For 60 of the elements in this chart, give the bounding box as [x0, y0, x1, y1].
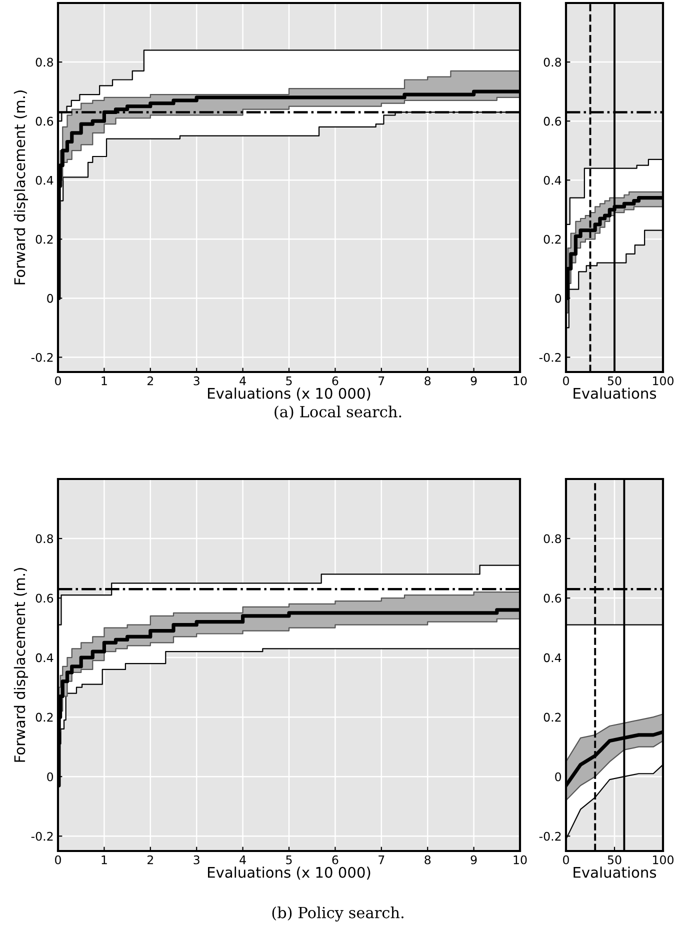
y-tick-label: 0.2	[36, 712, 53, 722]
y-tick-label: 0.8	[36, 58, 54, 67]
x-tick-label: 0	[55, 376, 61, 386]
x-tick-label: 6	[332, 376, 338, 386]
y-tick-label: -0.2	[539, 832, 561, 841]
y-tick-label: -0.2	[539, 352, 561, 362]
y-tick-label: -0.2	[31, 352, 53, 362]
x-tick-label: 50	[608, 855, 622, 864]
y-tick-label: 0	[555, 294, 562, 303]
y-tick-label: 0.6	[544, 594, 562, 603]
x-axis-title: Evaluations (x 10 000)	[208, 388, 370, 401]
x-tick-label: 3	[194, 855, 200, 864]
text: (b) Policy search.	[272, 906, 404, 922]
x-tick-label: 7	[378, 856, 384, 864]
x-tick-label: 10	[514, 376, 527, 386]
x-axis-title: Evaluations (x 10 000)	[208, 866, 370, 880]
y-tick-label: 0.4	[544, 176, 562, 185]
x-tick-label: 2	[148, 376, 153, 386]
x-tick-label: 0	[55, 855, 61, 864]
x-tick-label: 9	[470, 376, 477, 386]
x-tick-label: 0	[563, 855, 569, 864]
x-tick-label: 50	[608, 376, 622, 386]
y-tick-label: 0	[555, 772, 562, 782]
x-tick-label: 9	[470, 855, 477, 864]
y-axis-title: Forward displacement (m.)	[14, 568, 28, 762]
x-tick-label: 1	[102, 376, 107, 386]
x-tick-label: 10	[514, 855, 527, 864]
y-tick-label: 0.8	[544, 534, 562, 544]
x-tick-label: 2	[148, 855, 153, 864]
y-tick-label: 0.6	[36, 594, 54, 603]
y-tick-label: 0.2	[544, 712, 561, 722]
y-tick-label: 0.4	[36, 653, 54, 662]
x-axis-title: Evaluations	[574, 388, 656, 399]
x-tick-label: 5	[286, 376, 292, 386]
x-tick-label: 4	[240, 376, 246, 386]
y-tick-label: 0.4	[544, 653, 562, 662]
y-tick-label: 0.8	[36, 534, 54, 544]
x-tick-label: 1	[102, 856, 107, 864]
x-tick-label: 7	[378, 376, 384, 386]
x-tick-label: 8	[424, 376, 431, 386]
y-tick-label: 0.8	[544, 58, 562, 67]
y-axis-title: Forward displacement (m.)	[14, 90, 28, 284]
x-tick-label: 4	[240, 856, 246, 864]
text: (a) Local search.	[274, 406, 402, 420]
x-tick-label: 100	[653, 376, 674, 386]
y-tick-label: 0.2	[544, 234, 561, 244]
y-tick-label: 0.6	[36, 116, 54, 126]
x-tick-label: 5	[286, 856, 292, 864]
y-tick-label: -0.2	[31, 832, 53, 841]
y-tick-label: 0.6	[544, 116, 562, 126]
y-tick-label: 0	[47, 772, 54, 782]
y-tick-label: 0.2	[36, 234, 53, 244]
x-axis-title: Evaluations	[574, 866, 656, 878]
x-tick-label: 0	[563, 376, 569, 386]
x-tick-label: 3	[194, 376, 200, 386]
x-tick-label: 8	[424, 855, 431, 864]
y-tick-label: 0.4	[36, 176, 54, 185]
x-tick-label: 6	[332, 855, 338, 864]
x-tick-label: 100	[653, 855, 674, 864]
y-tick-label: 0	[47, 294, 54, 303]
